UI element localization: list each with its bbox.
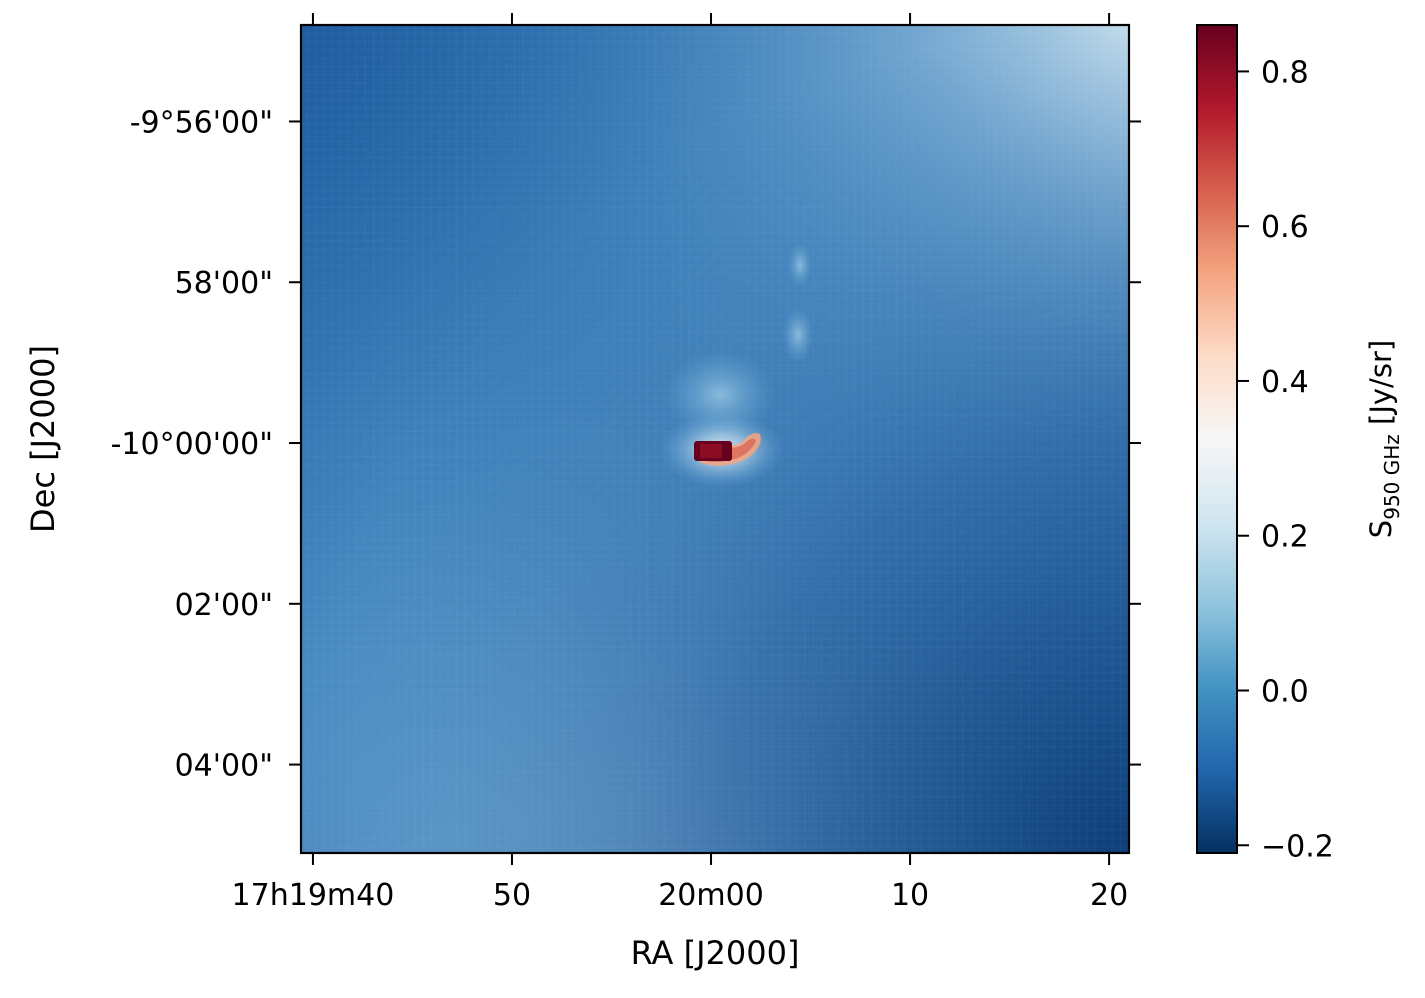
colorbar-tick-label-3: 0.2	[1261, 520, 1309, 555]
x-tick-label-1: 50	[493, 878, 531, 913]
x-tick-label-4: 20	[1090, 878, 1128, 913]
colorbar-label-main: S	[1364, 520, 1398, 538]
colorbar-ticks: 0.8 0.6 0.4 0.2 0.0 −0.2	[1237, 55, 1334, 864]
colorbar-tick-label-5: −0.2	[1261, 829, 1334, 864]
y-tick-label-3: 02'00"	[175, 588, 273, 623]
colorbar-tick-label-1: 0.6	[1261, 210, 1309, 245]
colorbar-label-unit: [Jy/sr]	[1364, 340, 1398, 434]
x-axis-label: RA [J2000]	[631, 934, 800, 972]
colorbar-tick-label-4: 0.0	[1261, 674, 1309, 709]
colorbar-tick-label-0: 0.8	[1261, 55, 1309, 90]
y-tick-label-1: 58'00"	[175, 266, 273, 301]
y-axis-ticks: -9°56'00" 58'00" -10°00'00" 02'00" 04'00"	[111, 105, 1141, 784]
colorbar: 0.8 0.6 0.4 0.2 0.0 −0.2 S950 GHz [Jy/sr]	[1196, 24, 1404, 864]
colorbar-tick-label-2: 0.4	[1261, 365, 1309, 400]
y-tick-label-2: -10°00'00"	[111, 427, 273, 462]
y-tick-label-4: 04'00"	[175, 749, 273, 784]
plot-frame	[299, 23, 1131, 855]
y-axis-label: Dec [J2000]	[24, 345, 62, 533]
colorbar-label: S950 GHz [Jy/sr]	[1364, 340, 1404, 538]
colorbar-gradient	[1196, 24, 1238, 854]
x-axis-ticks: 17h19m40 50 20m00 10 20	[232, 13, 1128, 913]
x-tick-label-2: 20m00	[658, 878, 764, 913]
sky-map	[301, 25, 1129, 853]
colorbar-label-sub: 950 GHz	[1380, 434, 1404, 520]
x-tick-label-3: 10	[891, 878, 929, 913]
y-tick-label-0: -9°56'00"	[130, 105, 273, 140]
x-tick-label-0: 17h19m40	[232, 878, 395, 913]
